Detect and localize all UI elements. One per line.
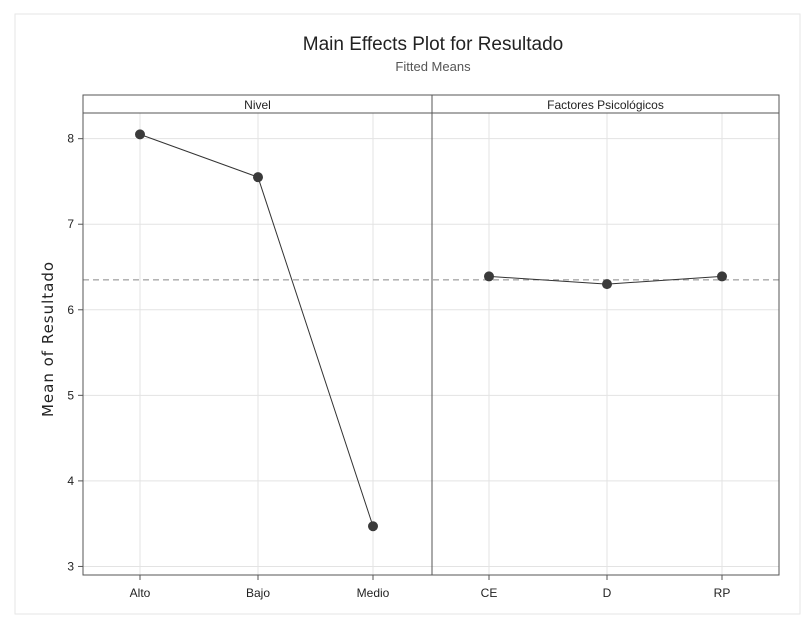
y-tick-label: 7: [67, 217, 74, 231]
plot-frame-layer: Nivel Factores Psicológicos: [82, 94, 780, 576]
x-tick-label: Bajo: [246, 586, 270, 600]
data-point: [368, 521, 378, 532]
y-tick-label: 4: [67, 474, 74, 488]
data-point: [717, 271, 727, 282]
panel-label: Nivel: [244, 98, 271, 112]
x-tick-label: RP: [714, 586, 731, 600]
x-tick-label: Medio: [357, 586, 390, 600]
y-tick-label: 8: [67, 132, 74, 146]
x-tick-label: D: [603, 586, 612, 600]
chart-subtitle: Fitted Means: [395, 59, 471, 74]
data-point: [135, 129, 145, 140]
y-tick-label: 5: [67, 388, 74, 402]
x-tick-label: Alto: [130, 586, 151, 600]
y-tick-label: 6: [67, 303, 74, 317]
data-point: [602, 279, 612, 290]
data-point: [253, 172, 263, 183]
chart-border: [14, 13, 801, 615]
series-layer: [135, 129, 727, 532]
x-tick-label: CE: [481, 586, 498, 600]
y-axis-label: Mean of Resultado: [39, 261, 57, 417]
panel-label: Factores Psicológicos: [547, 98, 664, 112]
data-point: [484, 271, 494, 282]
plot-outline: [82, 94, 780, 576]
y-tick-label: 3: [67, 559, 74, 573]
grid-layer: [83, 113, 779, 575]
chart-title: Main Effects Plot for Resultado: [303, 34, 564, 55]
tick-layer: 3 4 5 6 7 8 Alto Bajo Medio CE D RP: [67, 132, 730, 600]
